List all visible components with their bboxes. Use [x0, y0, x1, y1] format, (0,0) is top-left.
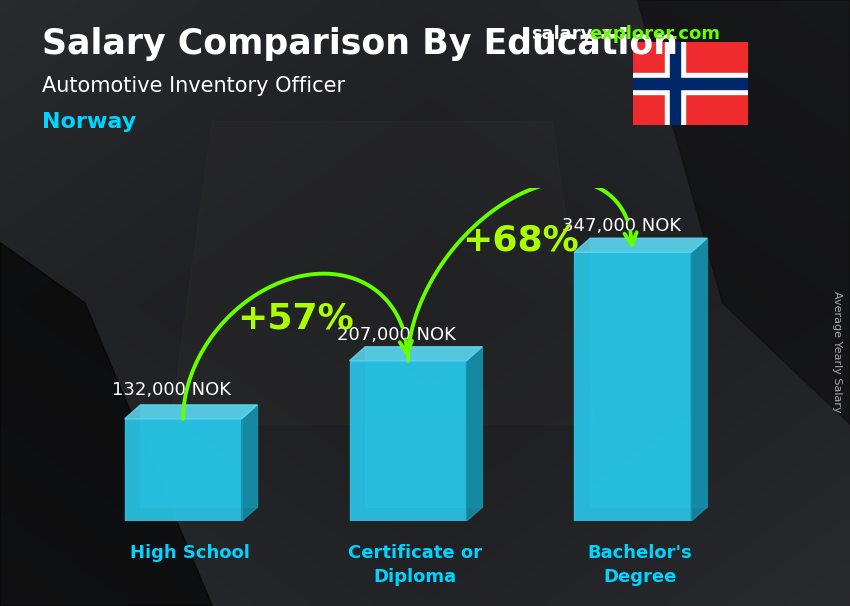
Polygon shape — [366, 347, 482, 507]
Text: +57%: +57% — [237, 301, 354, 335]
Text: Certificate or
Diploma: Certificate or Diploma — [348, 544, 482, 586]
Polygon shape — [575, 238, 707, 252]
Polygon shape — [140, 405, 258, 507]
Text: Automotive Inventory Officer: Automotive Inventory Officer — [42, 76, 346, 96]
Bar — [670, 42, 680, 125]
Bar — [665, 42, 685, 125]
Text: 347,000 NOK: 347,000 NOK — [562, 217, 681, 235]
Text: Salary Comparison By Education: Salary Comparison By Education — [42, 27, 678, 61]
Text: Norway: Norway — [42, 112, 137, 132]
Text: High School: High School — [130, 544, 250, 562]
Polygon shape — [170, 121, 595, 424]
Polygon shape — [349, 347, 482, 361]
Polygon shape — [590, 238, 707, 507]
Text: 132,000 NOK: 132,000 NOK — [112, 381, 231, 399]
Bar — [349, 361, 467, 521]
Polygon shape — [638, 0, 850, 424]
Bar — [575, 252, 691, 521]
Bar — [633, 73, 748, 94]
Polygon shape — [0, 242, 212, 606]
Polygon shape — [691, 238, 707, 521]
Text: Bachelor's
Degree: Bachelor's Degree — [587, 544, 692, 586]
Text: explorer.com: explorer.com — [589, 25, 720, 44]
Bar — [633, 78, 748, 88]
Polygon shape — [125, 405, 258, 419]
Text: +68%: +68% — [462, 224, 579, 258]
Text: 207,000 NOK: 207,000 NOK — [337, 325, 456, 344]
Polygon shape — [467, 347, 482, 521]
Text: Average Yearly Salary: Average Yearly Salary — [832, 291, 842, 412]
Polygon shape — [241, 405, 258, 521]
Bar — [125, 419, 241, 521]
Text: salary: salary — [531, 25, 592, 44]
